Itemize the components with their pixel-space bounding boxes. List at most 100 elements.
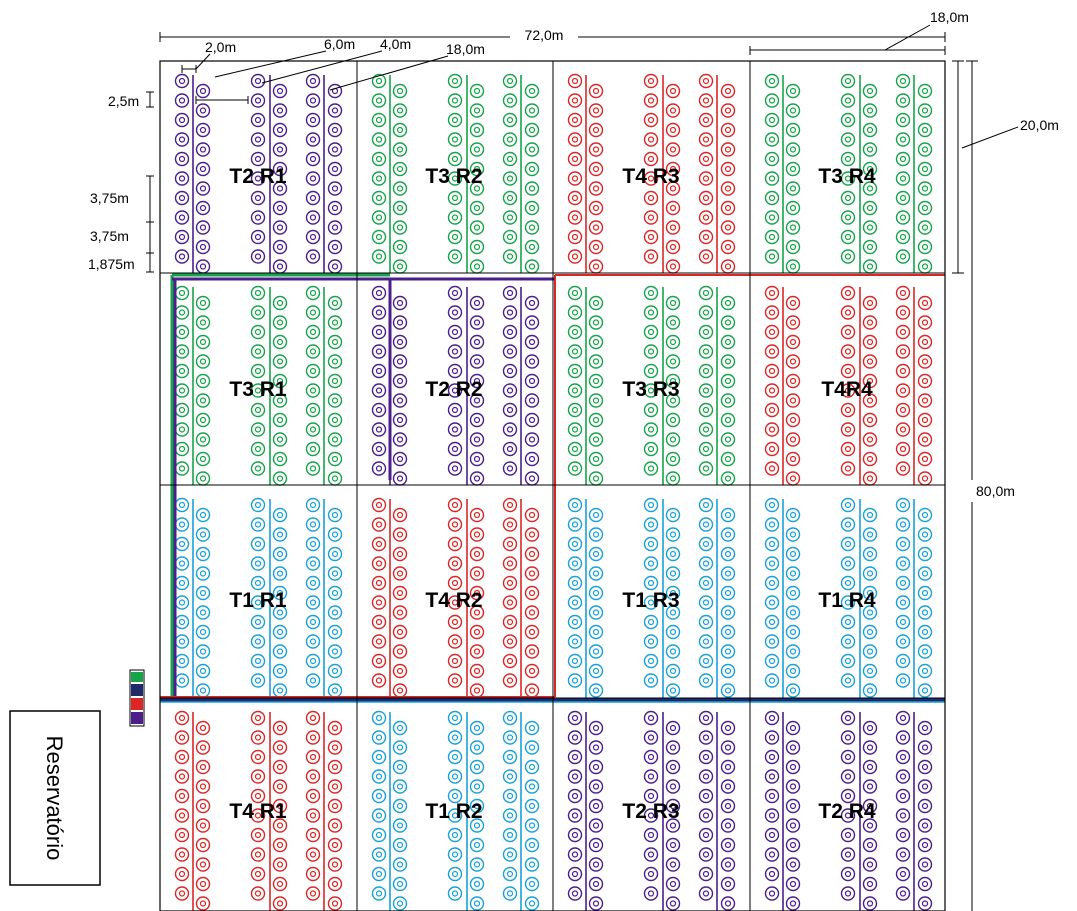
plant-marker — [720, 220, 736, 235]
plant-marker — [272, 896, 288, 911]
plant-marker — [840, 344, 856, 359]
plant-marker — [720, 412, 736, 428]
total-height-label: 80,0m — [976, 483, 1015, 499]
plant-marker — [327, 161, 343, 177]
plant-marker — [665, 412, 681, 428]
plant-marker — [327, 200, 343, 216]
plant-marker — [272, 142, 288, 157]
plant-marker — [588, 334, 604, 350]
plant-marker — [764, 363, 780, 379]
plant-marker — [250, 536, 266, 552]
plant-marker — [785, 837, 801, 853]
plant-marker — [371, 171, 387, 186]
plant-marker — [327, 220, 343, 235]
plant-marker — [643, 710, 659, 726]
plant-marker — [785, 507, 801, 523]
plant-marker — [250, 749, 266, 765]
plant-marker — [720, 605, 736, 620]
plot-label: T2 R4 — [818, 800, 876, 823]
plant-marker — [174, 575, 190, 591]
plant-marker — [195, 354, 211, 369]
plant-marker — [371, 383, 387, 398]
plant-marker — [895, 383, 911, 398]
plant-marker — [698, 730, 714, 745]
plant-marker — [895, 461, 911, 476]
plant-marker — [250, 866, 266, 882]
plant-marker — [327, 354, 343, 369]
plant-marker — [524, 451, 540, 467]
plant-marker — [720, 471, 736, 486]
plant-marker — [665, 220, 681, 235]
plant-marker — [524, 527, 540, 542]
plant-marker — [327, 315, 343, 330]
plant-marker — [840, 151, 856, 167]
plant-marker — [720, 181, 736, 196]
plant-marker — [567, 305, 583, 320]
plant-marker — [840, 285, 856, 301]
plant-marker — [195, 412, 211, 428]
plant-marker — [698, 93, 714, 108]
plant-marker — [567, 210, 583, 225]
plant-marker — [327, 683, 343, 698]
plant-marker — [469, 239, 485, 255]
plant-marker — [785, 373, 801, 389]
plot-label: T4 R2 — [425, 589, 482, 612]
plant-marker — [272, 605, 288, 620]
plant-marker — [840, 634, 856, 649]
plant-marker — [524, 373, 540, 389]
plant-marker — [195, 837, 211, 853]
plant-marker — [764, 210, 780, 225]
plant-marker — [469, 566, 485, 581]
plant-marker — [840, 229, 856, 245]
plant-marker — [392, 220, 408, 235]
plant-marker — [447, 461, 463, 476]
plant-marker — [469, 295, 485, 311]
plant-marker — [698, 171, 714, 186]
plot-label: T1 R3 — [622, 589, 679, 612]
plant-marker — [195, 546, 211, 562]
plant-marker — [895, 363, 911, 379]
plant-marker — [862, 779, 878, 794]
plant-marker — [502, 112, 518, 128]
plant-marker — [764, 575, 780, 591]
plant-marker — [785, 412, 801, 428]
plant-marker — [447, 634, 463, 649]
plant-marker — [174, 827, 190, 843]
plant-marker — [862, 161, 878, 177]
plant-marker — [371, 673, 387, 688]
plant-marker — [665, 798, 681, 814]
plant-marker — [720, 373, 736, 389]
plant-marker — [567, 229, 583, 245]
plant-marker — [840, 190, 856, 206]
plant-marker — [469, 315, 485, 330]
plant-marker — [524, 103, 540, 118]
plant-marker — [764, 517, 780, 532]
plant-marker — [502, 363, 518, 379]
plant-marker — [195, 220, 211, 235]
plant-marker — [895, 595, 911, 610]
plant-marker — [895, 866, 911, 882]
plant-marker — [698, 556, 714, 571]
plant-marker — [567, 847, 583, 862]
plant-marker — [567, 249, 583, 264]
plant-marker — [588, 507, 604, 523]
plant-marker — [785, 220, 801, 235]
plant-marker — [272, 779, 288, 794]
plant-marker — [327, 740, 343, 755]
plant-marker — [917, 624, 933, 640]
plant-marker — [469, 220, 485, 235]
plant-marker — [502, 422, 518, 437]
plant-marker — [524, 295, 540, 311]
plant-marker — [917, 103, 933, 118]
plant-marker — [764, 536, 780, 552]
plant-marker — [272, 507, 288, 523]
plant-marker — [764, 93, 780, 108]
plant-marker — [305, 383, 321, 398]
pipe-purple — [172, 277, 555, 697]
plant-marker — [764, 749, 780, 765]
first-offset-label: 2,5m — [108, 93, 139, 109]
plant-marker — [469, 585, 485, 601]
plant-marker — [588, 354, 604, 369]
plant-marker — [469, 471, 485, 486]
